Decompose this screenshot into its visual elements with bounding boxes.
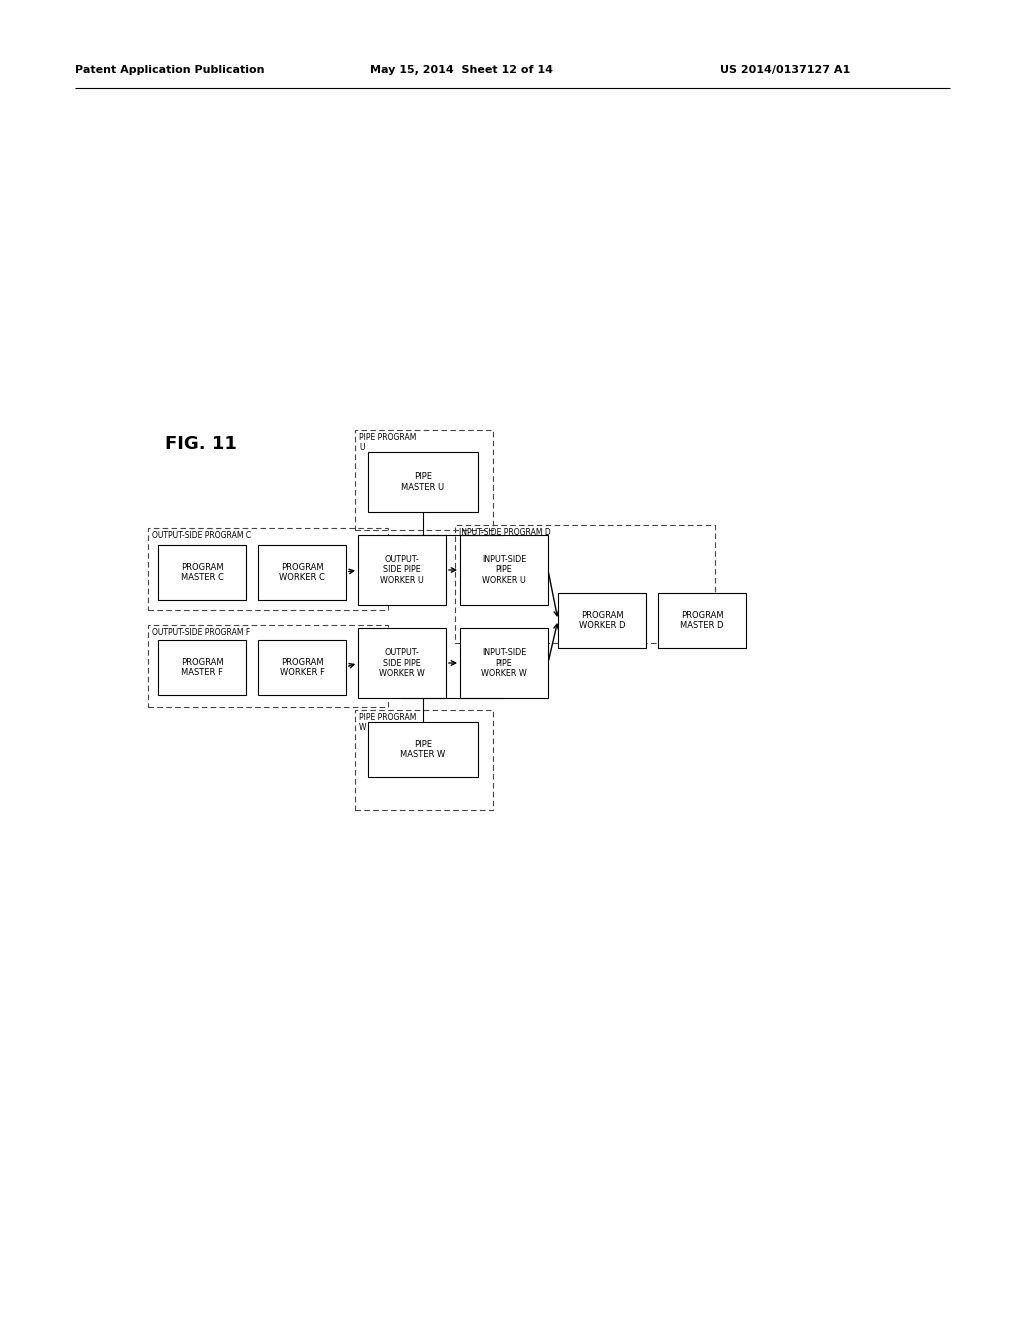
Text: PROGRAM
WORKER C: PROGRAM WORKER C — [280, 562, 325, 582]
Bar — [358, 535, 446, 605]
Bar — [460, 628, 548, 698]
Bar — [258, 640, 346, 696]
Text: INPUT-SIDE PROGRAM D: INPUT-SIDE PROGRAM D — [459, 528, 551, 537]
Bar — [358, 628, 446, 698]
Text: PIPE PROGRAM
U: PIPE PROGRAM U — [359, 433, 417, 453]
Text: May 15, 2014  Sheet 12 of 14: May 15, 2014 Sheet 12 of 14 — [370, 65, 553, 75]
Bar — [258, 545, 346, 601]
Bar — [455, 525, 715, 643]
Text: OUTPUT-
SIDE PIPE
WORKER W: OUTPUT- SIDE PIPE WORKER W — [379, 648, 425, 678]
Bar — [368, 451, 478, 512]
Bar — [355, 430, 493, 531]
Text: PIPE PROGRAM
W: PIPE PROGRAM W — [359, 713, 417, 733]
Text: PIPE
MASTER W: PIPE MASTER W — [400, 739, 445, 759]
Bar — [558, 593, 646, 648]
Bar — [355, 710, 493, 810]
Text: Patent Application Publication: Patent Application Publication — [75, 65, 264, 75]
Text: INPUT-SIDE
PIPE
WORKER W: INPUT-SIDE PIPE WORKER W — [481, 648, 527, 678]
Text: INPUT-SIDE
PIPE
WORKER U: INPUT-SIDE PIPE WORKER U — [482, 556, 526, 585]
Text: OUTPUT-
SIDE PIPE
WORKER U: OUTPUT- SIDE PIPE WORKER U — [380, 556, 424, 585]
Text: PIPE
MASTER U: PIPE MASTER U — [401, 473, 444, 492]
Text: FIG. 11: FIG. 11 — [165, 436, 237, 453]
Bar — [148, 528, 388, 610]
Text: US 2014/0137127 A1: US 2014/0137127 A1 — [720, 65, 850, 75]
Bar — [658, 593, 746, 648]
Bar — [460, 535, 548, 605]
Text: PROGRAM
MASTER F: PROGRAM MASTER F — [180, 657, 223, 677]
Text: PROGRAM
WORKER D: PROGRAM WORKER D — [579, 611, 626, 630]
Bar — [158, 545, 246, 601]
Text: PROGRAM
MASTER D: PROGRAM MASTER D — [680, 611, 724, 630]
Bar — [158, 640, 246, 696]
Text: PROGRAM
MASTER C: PROGRAM MASTER C — [180, 562, 223, 582]
Bar — [148, 624, 388, 708]
Text: OUTPUT-SIDE PROGRAM C: OUTPUT-SIDE PROGRAM C — [152, 531, 251, 540]
Text: PROGRAM
WORKER F: PROGRAM WORKER F — [280, 657, 325, 677]
Text: OUTPUT-SIDE PROGRAM F: OUTPUT-SIDE PROGRAM F — [152, 628, 250, 638]
Bar — [368, 722, 478, 777]
